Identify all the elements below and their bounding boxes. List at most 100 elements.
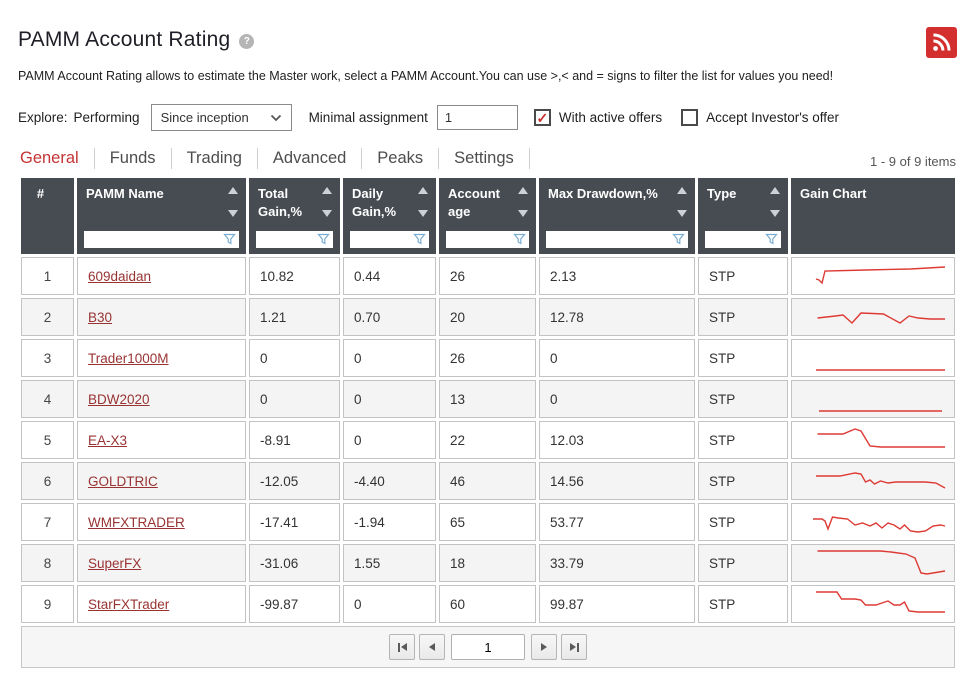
total-gain-cell: -31.06 bbox=[249, 544, 340, 583]
account-age-cell: 13 bbox=[439, 380, 536, 419]
total-gain-cell: 0 bbox=[249, 339, 340, 378]
table-row: 7 WMFXTRADER -17.41 -1.94 65 53.77 STP bbox=[21, 503, 955, 542]
pamm-name-link[interactable]: B30 bbox=[88, 309, 113, 325]
pamm-name-link[interactable]: WMFXTRADER bbox=[88, 514, 185, 530]
column-header-type[interactable]: Type bbox=[698, 178, 788, 255]
pagination-footer bbox=[21, 626, 955, 669]
sort-arrows bbox=[418, 187, 428, 218]
sort-desc-icon bbox=[770, 210, 780, 218]
column-header-name[interactable]: PAMM Name bbox=[77, 178, 246, 255]
filter-input-total_gain[interactable] bbox=[256, 232, 317, 248]
sort-asc-icon bbox=[518, 187, 528, 195]
help-icon[interactable]: ? bbox=[239, 34, 255, 49]
column-header-daily_gain[interactable]: Daily Gain,% bbox=[343, 178, 436, 255]
account-age-cell: 60 bbox=[439, 585, 536, 624]
column-label: Total Gain,% bbox=[258, 186, 303, 219]
column-header-account_age[interactable]: Account age bbox=[439, 178, 536, 255]
sort-desc-icon bbox=[418, 210, 428, 218]
next-page-button[interactable] bbox=[531, 634, 557, 661]
gain-chart-cell bbox=[791, 380, 955, 419]
type-cell: STP bbox=[698, 257, 788, 296]
gain-sparkline-chart bbox=[798, 507, 948, 537]
tab-general[interactable]: General bbox=[18, 148, 95, 170]
daily-gain-cell: 0 bbox=[343, 585, 436, 624]
last-page-button[interactable] bbox=[561, 634, 587, 661]
pamm-name-cell: 609daidan bbox=[77, 257, 246, 296]
total-gain-cell: -17.41 bbox=[249, 503, 340, 542]
filter-funnel-icon[interactable] bbox=[513, 233, 526, 246]
page-header: PAMM Account Rating ? bbox=[18, 27, 958, 58]
row-index-cell: 3 bbox=[21, 339, 74, 378]
tab-advanced[interactable]: Advanced bbox=[258, 148, 363, 170]
account-age-cell: 26 bbox=[439, 339, 536, 378]
account-age-cell: 65 bbox=[439, 503, 536, 542]
sort-desc-icon bbox=[518, 210, 528, 218]
total-gain-cell: -99.87 bbox=[249, 585, 340, 624]
with-active-offers-checkbox[interactable]: ✓ bbox=[533, 109, 551, 126]
filter-input-type[interactable] bbox=[705, 232, 765, 248]
daily-gain-cell: 0 bbox=[343, 421, 436, 460]
accept-investors-offer-checkbox[interactable] bbox=[681, 109, 699, 126]
rss-feed-button[interactable] bbox=[926, 27, 957, 58]
filter-funnel-icon[interactable] bbox=[223, 233, 236, 246]
max-drawdown-cell: 33.79 bbox=[539, 544, 695, 583]
tab-settings[interactable]: Settings bbox=[439, 148, 530, 170]
minimal-assignment-input[interactable] bbox=[436, 105, 518, 130]
gain-sparkline-chart bbox=[798, 384, 948, 414]
pamm-name-link[interactable]: EA-X3 bbox=[88, 432, 128, 448]
period-select[interactable]: Since inception bbox=[150, 104, 292, 131]
pamm-name-link[interactable]: SuperFX bbox=[88, 555, 142, 571]
table-row: 8 SuperFX -31.06 1.55 18 33.79 STP bbox=[21, 544, 955, 583]
max-drawdown-cell: 2.13 bbox=[539, 257, 695, 296]
filter-input-account_age[interactable] bbox=[446, 232, 513, 248]
filter-input-daily_gain[interactable] bbox=[350, 232, 413, 248]
gain-sparkline-chart bbox=[798, 343, 948, 373]
pamm-name-link[interactable]: StarFXTrader bbox=[88, 596, 170, 612]
table-row: 3 Trader1000M 0 0 26 0 STP bbox=[21, 339, 955, 378]
gain-sparkline-chart bbox=[798, 425, 948, 455]
type-cell: STP bbox=[698, 585, 788, 624]
type-cell: STP bbox=[698, 298, 788, 337]
column-label: Gain Chart bbox=[800, 186, 867, 202]
tab-trading[interactable]: Trading bbox=[172, 148, 258, 170]
total-gain-cell: 0 bbox=[249, 380, 340, 419]
pamm-name-link[interactable]: GOLDTRIC bbox=[88, 473, 158, 489]
sort-arrows bbox=[677, 187, 687, 218]
filter-input-name[interactable] bbox=[84, 232, 223, 248]
sort-arrows bbox=[518, 187, 528, 218]
column-label: Max Drawdown,% bbox=[548, 186, 658, 202]
tab-funds[interactable]: Funds bbox=[95, 148, 172, 170]
explore-label: Explore: bbox=[18, 110, 68, 125]
filter-funnel-icon[interactable] bbox=[672, 233, 685, 246]
page-number-input[interactable] bbox=[451, 634, 525, 661]
column-filter-box bbox=[350, 231, 429, 249]
sort-desc-icon bbox=[228, 210, 238, 218]
pamm-name-link[interactable]: BDW2020 bbox=[88, 391, 150, 407]
filter-funnel-icon[interactable] bbox=[317, 233, 330, 246]
sort-arrows bbox=[322, 187, 332, 218]
pamm-name-link[interactable]: Trader1000M bbox=[88, 350, 169, 366]
sort-arrows bbox=[228, 187, 238, 218]
column-header-index: # bbox=[21, 178, 74, 255]
column-header-max_drawdown[interactable]: Max Drawdown,% bbox=[539, 178, 695, 255]
column-filter-box bbox=[446, 231, 529, 249]
tab-peaks[interactable]: Peaks bbox=[362, 148, 440, 170]
filter-funnel-icon[interactable] bbox=[413, 233, 426, 246]
type-cell: STP bbox=[698, 462, 788, 501]
previous-page-button[interactable] bbox=[419, 634, 445, 661]
filter-funnel-icon[interactable] bbox=[765, 233, 778, 246]
pamm-name-cell: Trader1000M bbox=[77, 339, 246, 378]
accept-investors-offer-label: Accept Investor's offer bbox=[706, 110, 840, 125]
daily-gain-cell: -1.94 bbox=[343, 503, 436, 542]
first-page-button[interactable] bbox=[389, 634, 415, 661]
pamm-name-link[interactable]: 609daidan bbox=[88, 268, 152, 284]
column-header-total_gain[interactable]: Total Gain,% bbox=[249, 178, 340, 255]
filter-input-max_drawdown[interactable] bbox=[546, 232, 672, 248]
gain-chart-cell bbox=[791, 421, 955, 460]
column-label: Account age bbox=[448, 186, 500, 219]
gain-sparkline-chart bbox=[798, 466, 948, 496]
gain-chart-cell bbox=[791, 503, 955, 542]
column-label: PAMM Name bbox=[86, 186, 164, 202]
type-cell: STP bbox=[698, 380, 788, 419]
total-gain-cell: -8.91 bbox=[249, 421, 340, 460]
